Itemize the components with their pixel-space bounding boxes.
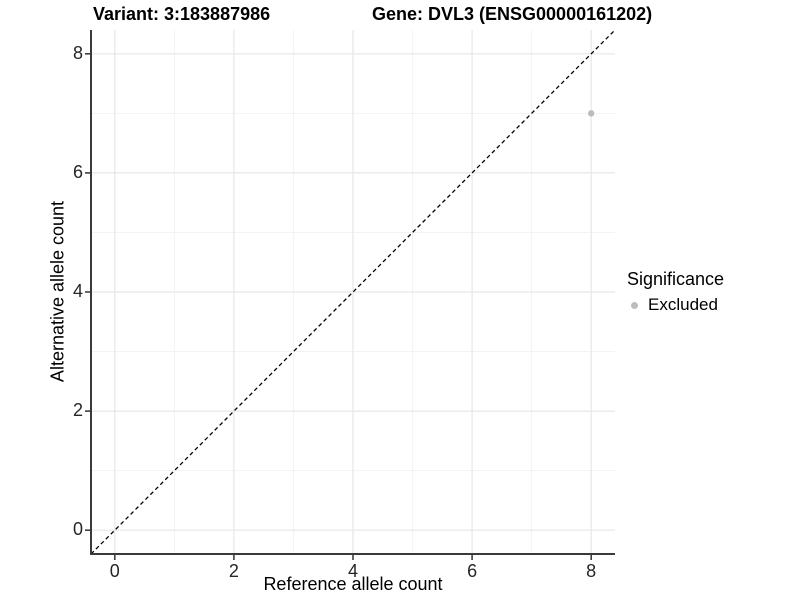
y-tick-label-6: 6 [72, 161, 83, 182]
x-axis-title: Reference allele count [263, 574, 443, 594]
legend-item-excluded: Excluded [627, 295, 724, 315]
identity-dashed-line [90, 29, 616, 555]
plot-title-gene: Gene: DVL3 (ENSG00000161202) [372, 4, 653, 24]
y-axis-title: Alternative allele count [47, 200, 68, 383]
legend: Significance Excluded [627, 269, 724, 315]
x-tick-label-4: 4 [347, 561, 358, 581]
x-tick-label-2: 2 [228, 561, 239, 581]
data-point-excluded-8-7 [587, 110, 595, 117]
y-tick-label-2: 2 [72, 400, 83, 421]
plot-title-variant: Variant: 3:183887986 [93, 4, 271, 24]
y-tick-label-8: 8 [72, 42, 83, 63]
y-tick-label-0: 0 [72, 519, 83, 540]
legend-item-label: Excluded [648, 295, 718, 314]
y-tick-label-4: 4 [72, 281, 83, 301]
x-tick-label-0: 0 [109, 561, 120, 581]
x-tick-label-8: 8 [586, 561, 597, 581]
legend-title: Significance [627, 269, 725, 289]
legend-point-icon [631, 301, 638, 309]
x-tick-label-6: 6 [467, 561, 478, 581]
